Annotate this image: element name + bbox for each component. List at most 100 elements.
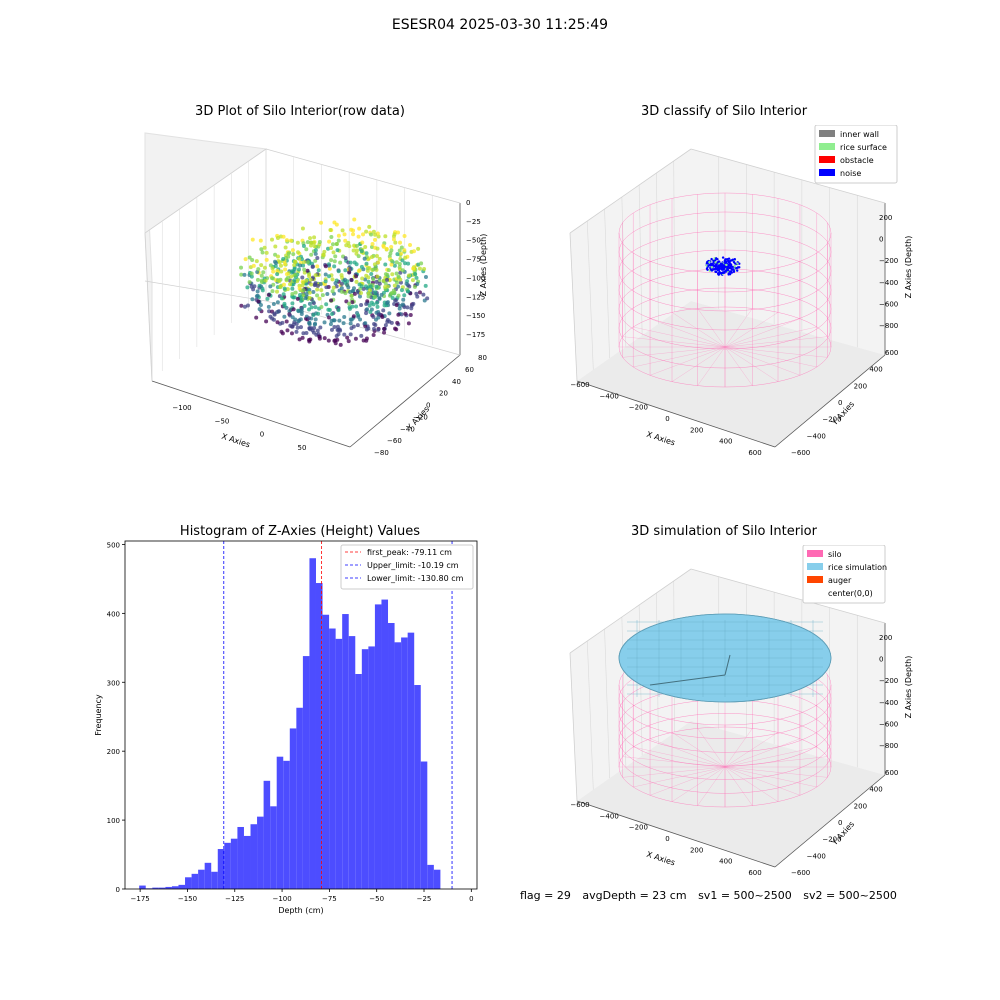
data-point — [259, 273, 264, 278]
data-point — [372, 326, 377, 331]
data-point — [330, 311, 335, 316]
silo-spoke — [671, 766, 726, 802]
data-point — [354, 274, 359, 279]
x-tick-label: −400 — [600, 392, 619, 400]
data-point — [304, 247, 309, 252]
data-point — [342, 332, 347, 337]
data-point — [397, 306, 402, 311]
silo-spoke — [649, 766, 726, 796]
histogram-bar — [152, 887, 159, 889]
data-point — [404, 281, 409, 286]
data-point — [346, 339, 351, 344]
data-point — [298, 263, 303, 268]
z-axis-label: Z Axies (Depth) — [904, 236, 913, 299]
data-point — [271, 301, 276, 306]
data-point — [366, 294, 371, 299]
data-point — [392, 263, 397, 268]
silo-spoke — [724, 732, 779, 768]
data-point — [732, 261, 736, 264]
data-point — [284, 277, 289, 282]
x-axis-label: Depth (cm) — [278, 906, 323, 915]
data-point — [347, 270, 352, 275]
data-point — [317, 334, 322, 339]
histogram-bar — [315, 583, 323, 889]
histogram-bar — [276, 756, 284, 889]
x-tick-label: −600 — [570, 801, 589, 809]
data-point — [398, 280, 403, 285]
data-point — [379, 292, 384, 297]
data-point — [270, 276, 275, 281]
data-point — [374, 254, 379, 259]
histogram-bar — [263, 780, 271, 889]
data-point — [356, 268, 361, 273]
histogram-bar — [178, 884, 186, 889]
data-point — [318, 282, 323, 287]
data-point — [727, 257, 731, 260]
y-tick-label: 400 — [107, 610, 120, 618]
status-footer: flag = 29 avgDepth = 23 cm sv1 = 500~250… — [520, 889, 905, 902]
silo-spoke — [633, 326, 726, 348]
data-point — [296, 309, 301, 314]
data-point — [278, 284, 283, 289]
data-point — [371, 277, 376, 282]
histogram-bar — [270, 806, 277, 889]
z-tick-label: −50 — [466, 237, 481, 245]
y-tick-label: −400 — [807, 432, 826, 440]
y-tick-label: 60 — [465, 366, 474, 374]
data-point — [385, 301, 390, 306]
data-point — [340, 228, 345, 233]
data-point — [403, 261, 408, 266]
data-point — [359, 303, 364, 308]
data-point — [710, 266, 714, 269]
data-point — [371, 332, 376, 337]
legend-swatch — [807, 550, 823, 557]
silo-spoke — [671, 312, 726, 348]
data-point — [368, 309, 373, 314]
data-point — [373, 232, 378, 237]
z-tick-label: 200 — [879, 634, 892, 642]
histogram-bar — [296, 707, 303, 889]
data-point — [307, 274, 312, 279]
silo-spoke — [697, 308, 726, 348]
data-point — [313, 258, 318, 263]
legend-label: center(0,0) — [828, 589, 873, 598]
classify-point-cloud — [705, 256, 741, 276]
data-point — [406, 321, 411, 326]
data-point — [287, 309, 292, 314]
data-point — [290, 269, 295, 274]
data-point — [353, 336, 358, 341]
data-point — [282, 301, 287, 306]
classify-plot-title: 3D classify of Silo Interior — [640, 104, 808, 119]
data-point — [281, 282, 286, 287]
data-point — [346, 240, 351, 245]
data-point — [361, 338, 366, 343]
silo-spoke — [697, 766, 726, 806]
data-point — [296, 250, 301, 255]
data-point — [720, 267, 723, 270]
data-point — [349, 277, 354, 282]
z-tick-label: −800 — [879, 742, 898, 750]
data-point — [349, 293, 354, 298]
data-point — [332, 264, 337, 269]
data-point — [301, 280, 306, 285]
z-tick-label: −150 — [466, 312, 485, 320]
data-point — [275, 254, 280, 259]
data-point — [268, 284, 273, 289]
y-axis-label: Y Axies — [829, 400, 856, 428]
data-point — [396, 312, 401, 317]
y-tick-label: −40 — [400, 425, 415, 433]
data-point — [311, 289, 316, 294]
data-point — [422, 267, 427, 272]
histogram-bar — [191, 873, 199, 889]
data-point — [270, 289, 275, 294]
data-point — [366, 291, 371, 296]
data-point — [268, 314, 273, 319]
histogram-bar — [348, 636, 356, 889]
data-point — [313, 251, 318, 256]
data-point — [395, 252, 400, 257]
y-tick-label: 300 — [107, 679, 120, 687]
data-point — [261, 270, 266, 275]
y-tick-label: −600 — [791, 869, 810, 877]
data-point — [396, 230, 401, 235]
plot-frame — [124, 540, 478, 890]
